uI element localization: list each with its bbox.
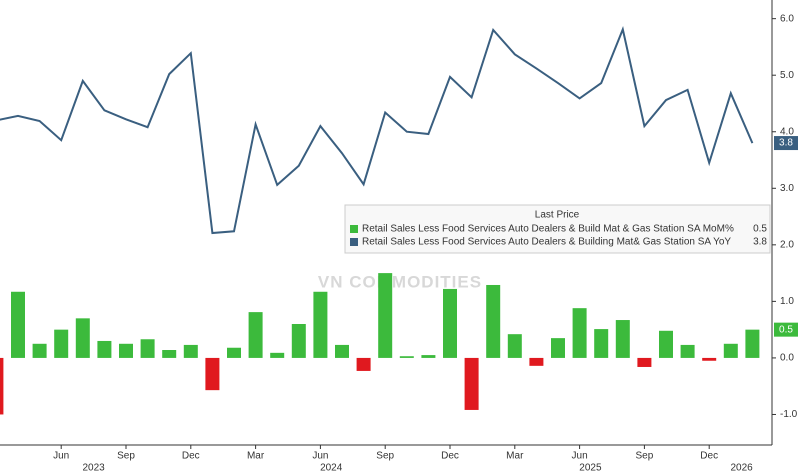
bar bbox=[637, 357, 652, 367]
legend: Last Price Retail Sales Less Food Service… bbox=[344, 204, 771, 254]
bar bbox=[75, 318, 90, 358]
bar bbox=[702, 357, 717, 361]
x-tick-label: Sep bbox=[376, 451, 394, 462]
x-tick-label: Dec bbox=[182, 451, 200, 462]
bar bbox=[745, 329, 760, 358]
year-label: 2024 bbox=[320, 463, 343, 473]
legend-label: Retail Sales Less Food Services Auto Dea… bbox=[362, 224, 734, 235]
x-tick-label: Dec bbox=[700, 451, 718, 462]
value-tag bbox=[774, 136, 798, 151]
bar bbox=[291, 323, 306, 358]
y-tick-label: 4.0 bbox=[780, 126, 794, 137]
y-tick-label: -1.0 bbox=[780, 409, 798, 420]
bar bbox=[183, 344, 198, 358]
x-tick-label: Jun bbox=[53, 451, 69, 462]
bar bbox=[399, 356, 414, 358]
bar bbox=[119, 343, 133, 358]
value-tag-label: 3.8 bbox=[779, 138, 793, 149]
legend-swatch bbox=[350, 225, 358, 233]
legend-title: Last Price bbox=[535, 210, 580, 221]
legend-value: 3.8 bbox=[753, 237, 767, 248]
y-tick-label: 1.0 bbox=[780, 296, 794, 307]
legend-value: 0.5 bbox=[753, 224, 767, 235]
bar bbox=[443, 288, 457, 358]
bar bbox=[205, 357, 220, 391]
x-tick-label: Mar bbox=[506, 451, 524, 462]
bar bbox=[421, 355, 436, 358]
y-tick-label: 5.0 bbox=[780, 70, 794, 81]
legend-swatch bbox=[350, 238, 358, 246]
bar bbox=[464, 357, 479, 410]
bar bbox=[615, 320, 630, 358]
x-tick-label: Jun bbox=[572, 451, 588, 462]
x-tick-label: Jun bbox=[312, 451, 328, 462]
line bbox=[0, 26, 754, 235]
bar bbox=[162, 350, 177, 358]
y-tick-label: 6.0 bbox=[780, 13, 794, 24]
x-tick-label: Sep bbox=[636, 451, 654, 462]
bar bbox=[313, 291, 328, 358]
x-tick-label: Sep bbox=[117, 451, 135, 462]
bar bbox=[140, 339, 155, 358]
watermark: VN COMMODITIES bbox=[318, 272, 482, 291]
bar bbox=[0, 357, 4, 415]
bar bbox=[356, 357, 371, 371]
year-label: 2023 bbox=[82, 463, 105, 473]
legend-label: Retail Sales Less Food Services Auto Dea… bbox=[362, 237, 731, 248]
y-tick-label: 2.0 bbox=[780, 239, 794, 250]
value-tag bbox=[774, 322, 798, 337]
bar bbox=[54, 329, 69, 358]
bar bbox=[594, 329, 609, 358]
bar bbox=[378, 273, 393, 358]
bar bbox=[486, 284, 501, 358]
bar bbox=[270, 352, 285, 358]
bar bbox=[659, 330, 673, 358]
bar bbox=[335, 344, 349, 358]
bar bbox=[32, 343, 47, 358]
bar bbox=[507, 334, 522, 358]
bar bbox=[11, 291, 25, 358]
year-label: 2025 bbox=[579, 463, 602, 473]
bar bbox=[97, 340, 112, 358]
bar bbox=[248, 312, 263, 358]
y-tick-label: 3.0 bbox=[780, 183, 794, 194]
bar bbox=[572, 308, 587, 358]
bar bbox=[551, 338, 565, 358]
legend-box bbox=[344, 204, 771, 254]
y-tick-label: 0.0 bbox=[780, 353, 794, 364]
bar bbox=[227, 347, 241, 358]
bar bbox=[680, 344, 695, 358]
x-tick-label: Dec bbox=[441, 451, 459, 462]
x-tick-label: Mar bbox=[247, 451, 265, 462]
value-tag-label: 0.5 bbox=[779, 324, 793, 335]
bar bbox=[529, 357, 544, 366]
year-label: 2026 bbox=[730, 463, 753, 473]
bar bbox=[723, 343, 738, 358]
